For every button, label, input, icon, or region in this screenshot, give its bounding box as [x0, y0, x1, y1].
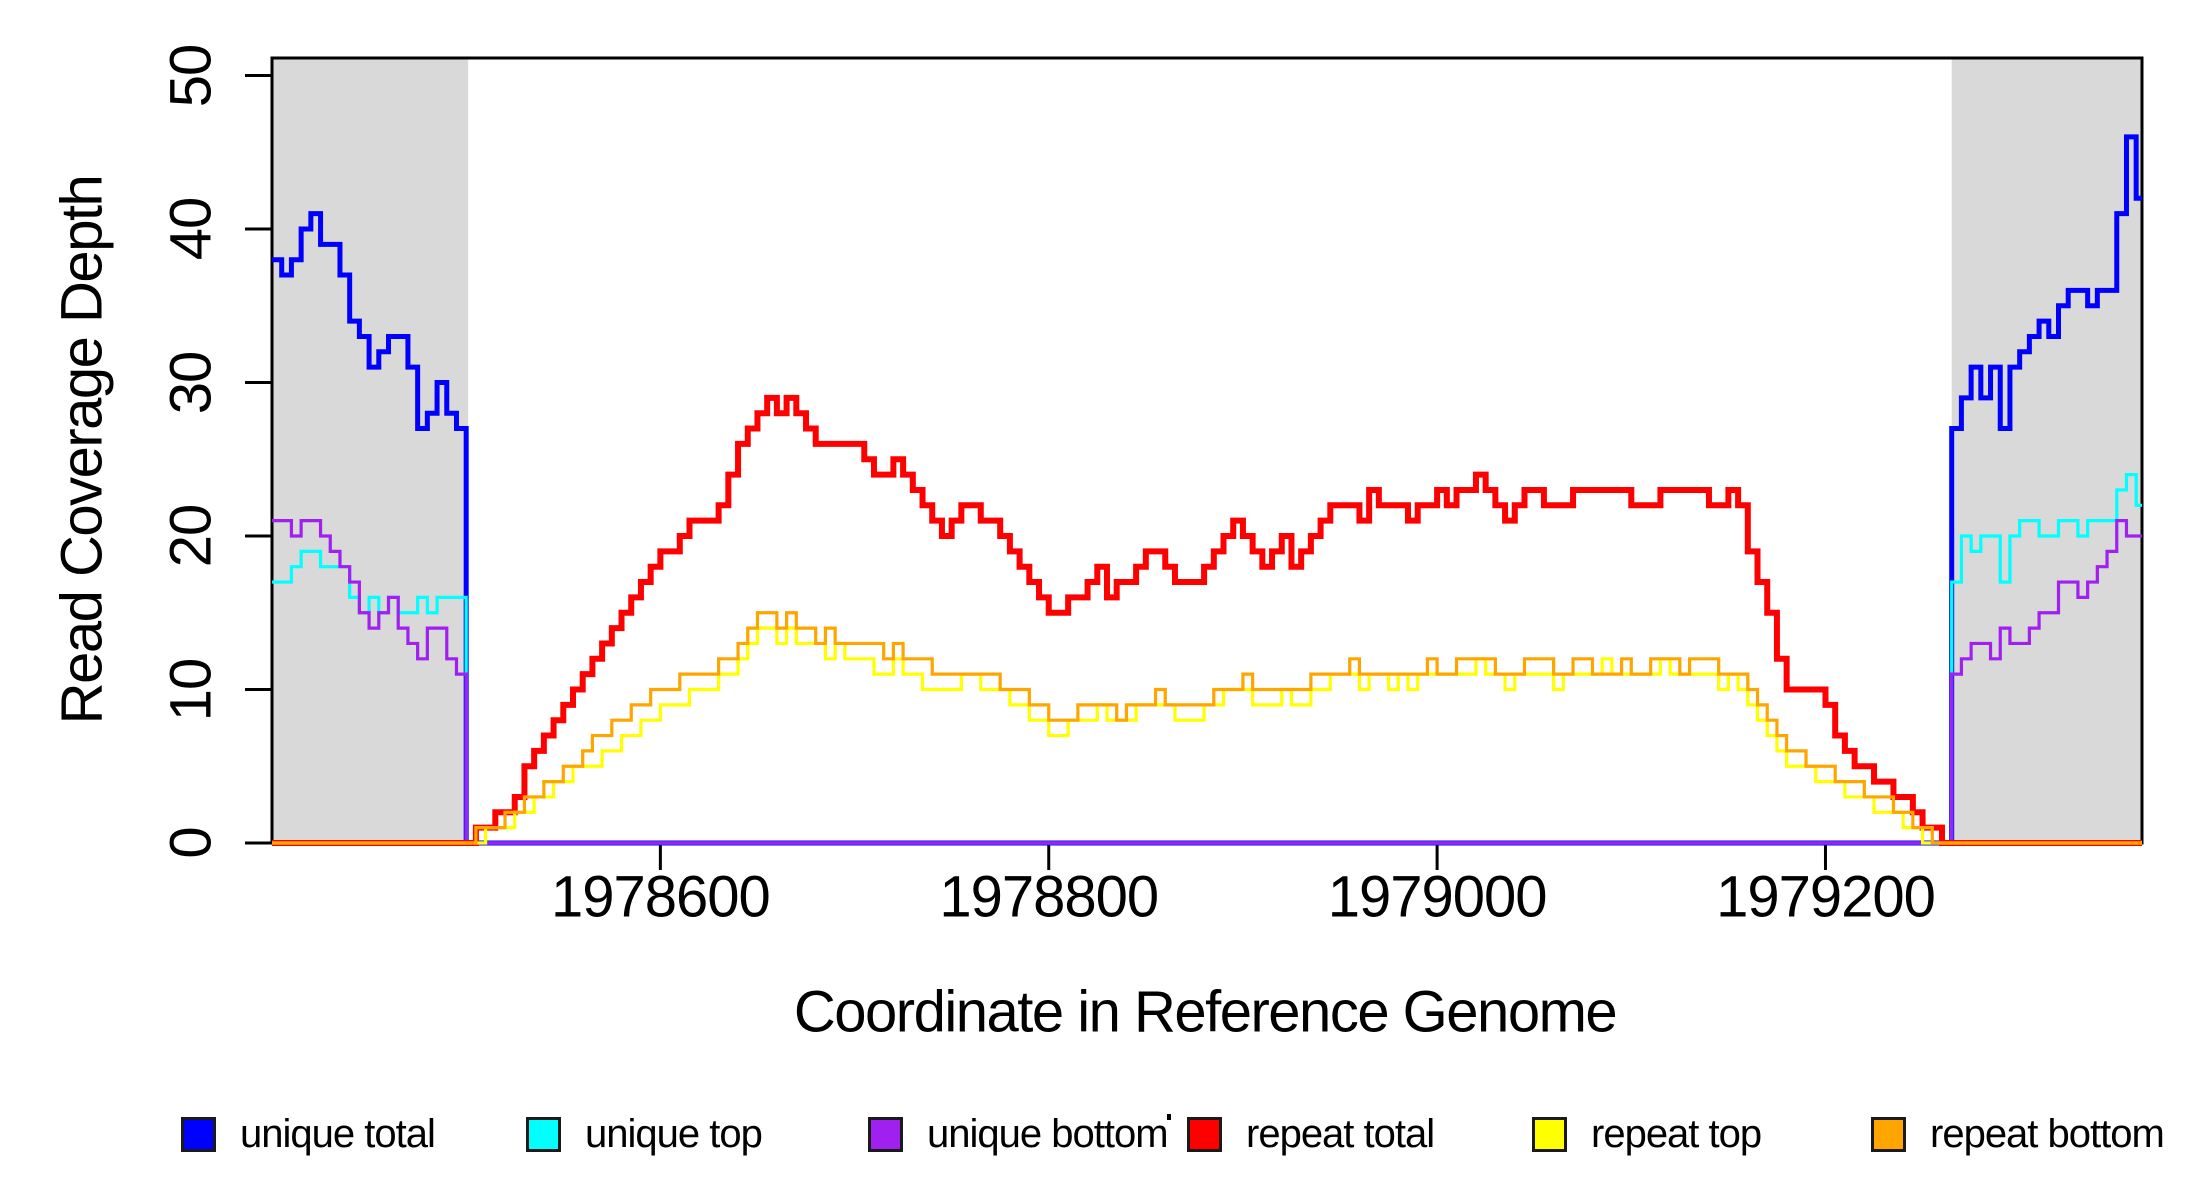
repeat-bottom-swatch-icon	[1871, 1116, 1906, 1152]
y-tick-label-0: 0	[158, 827, 224, 859]
legend-label: unique bottom	[927, 1112, 1169, 1156]
x-axis-title: Coordinate in Reference Genome	[793, 979, 1618, 1045]
x-tick-label-1978600: 1978600	[550, 864, 771, 930]
legend-label: unique total	[240, 1112, 436, 1156]
legend-label: repeat top	[1591, 1112, 1762, 1156]
legend-item-unique-bottom: unique bottom	[868, 1112, 1169, 1156]
y-tick-label-10: 10	[158, 658, 224, 721]
legend-item-repeat-total: repeat total	[1187, 1112, 1435, 1156]
unique-bottom-swatch-icon	[868, 1116, 903, 1152]
y-tick-label-50: 50	[158, 44, 224, 107]
repeat-total-swatch-icon	[1187, 1116, 1222, 1152]
legend-label: unique top	[585, 1112, 763, 1156]
x-tick-label-1979000: 1979000	[1327, 864, 1548, 930]
repeat-top-swatch-icon	[1532, 1116, 1567, 1152]
shaded-flank-region	[1951, 58, 2142, 843]
x-tick-label-1979200: 1979200	[1716, 864, 1936, 930]
y-tick-label-30: 30	[158, 351, 224, 414]
legend-label: repeat bottom	[1930, 1112, 2165, 1156]
legend-item-repeat-top: repeat top	[1532, 1112, 1762, 1156]
x-tick-label-1978800: 1978800	[939, 864, 1159, 930]
legend-item-repeat-bottom: repeat bottom	[1871, 1112, 2165, 1156]
y-tick-label-20: 20	[158, 504, 224, 568]
legend-item-unique-top: unique top	[526, 1112, 763, 1156]
shaded-flank-region	[272, 58, 469, 843]
stray-dot	[1167, 1114, 1171, 1120]
y-tick-label-40: 40	[158, 197, 224, 261]
legend-label: repeat total	[1246, 1112, 1435, 1156]
series-repeat-total-line	[272, 394, 2142, 846]
series-repeat-bottom-line	[272, 611, 2142, 845]
legend-item-unique-total: unique total	[181, 1112, 436, 1156]
y-axis-title: Read Coverage Depth	[49, 175, 115, 725]
unique-top-swatch-icon	[526, 1116, 561, 1152]
unique-total-swatch-icon	[181, 1116, 216, 1152]
